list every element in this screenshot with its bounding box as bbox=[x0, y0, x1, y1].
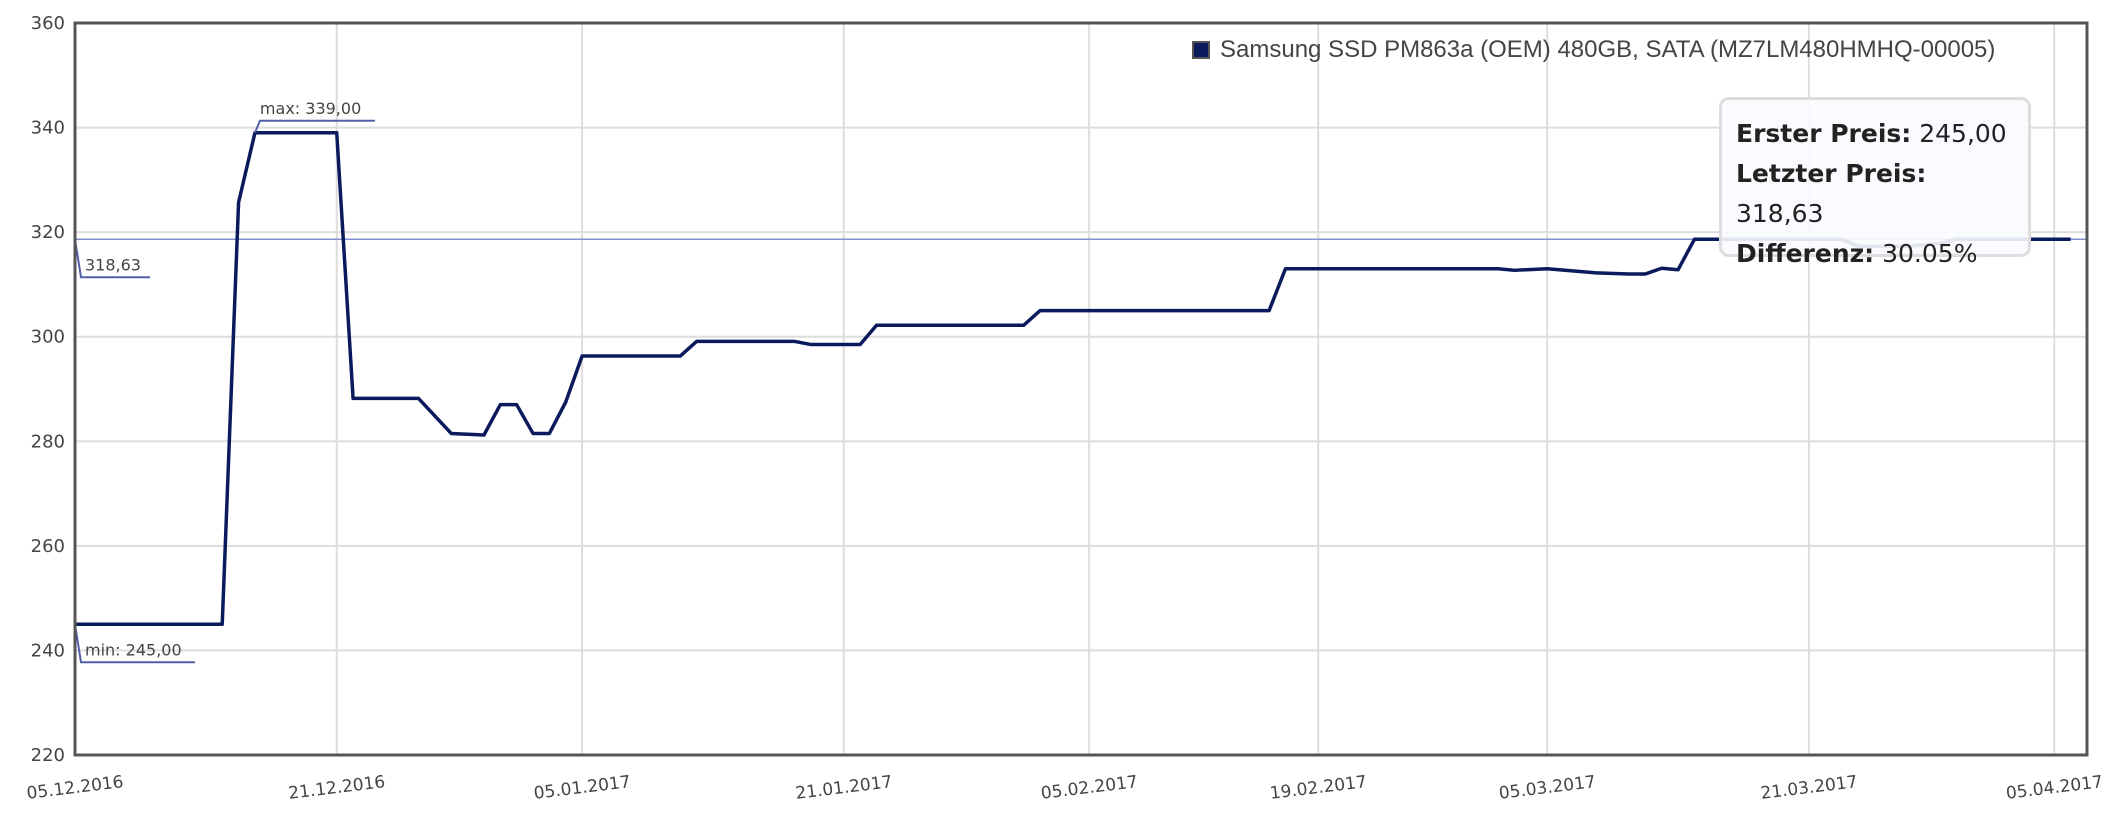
plot-frame bbox=[73, 21, 2089, 757]
x-tick-label: 05.12.2016 bbox=[26, 772, 125, 804]
y-tick-label: 240 bbox=[31, 640, 65, 661]
max-annotation-leader bbox=[254, 119, 375, 134]
last-price-row: Letzter Preis: 318,63 bbox=[1736, 154, 2014, 234]
y-tick-label: 320 bbox=[31, 222, 65, 243]
difference-row: Differenz: 30.05% bbox=[1736, 234, 2014, 274]
x-tick-label: 05.02.2017 bbox=[1040, 772, 1139, 804]
first-price-value: 245,00 bbox=[1919, 119, 2007, 148]
difference-value: 30.05% bbox=[1882, 239, 1978, 268]
x-tick-label: 05.01.2017 bbox=[533, 772, 632, 804]
price-summary-tooltip: Erster Preis: 245,00 Letzter Preis: 318,… bbox=[1719, 97, 2031, 268]
difference-label: Differenz: bbox=[1736, 239, 1875, 268]
x-tick-label: 21.03.2017 bbox=[1760, 772, 1859, 804]
first-price-row: Erster Preis: 245,00 bbox=[1736, 114, 2014, 154]
y-tick-label: 340 bbox=[31, 118, 65, 139]
y-tick-label: 360 bbox=[31, 13, 65, 34]
last-price-annotation: 318,63 bbox=[85, 255, 141, 274]
last-price-value: 318,63 bbox=[1736, 199, 1824, 228]
y-tick-label: 300 bbox=[31, 327, 65, 348]
legend-swatch-icon bbox=[1192, 41, 1210, 59]
x-tick-label: 19.02.2017 bbox=[1269, 772, 1368, 804]
y-tick-label: 220 bbox=[31, 745, 65, 766]
y-tick-label: 260 bbox=[31, 536, 65, 557]
min-annotation-leader bbox=[74, 624, 195, 664]
price-series-line bbox=[75, 131, 2071, 627]
legend-label: Samsung SSD PM863a (OEM) 480GB, SATA (MZ… bbox=[1220, 36, 1996, 63]
x-tick-label: 21.12.2016 bbox=[287, 772, 386, 804]
min-annotation: min: 245,00 bbox=[85, 640, 182, 659]
y-tick-label: 280 bbox=[31, 431, 65, 452]
x-tick-label: 05.03.2017 bbox=[1498, 772, 1597, 804]
last-price-annotation-leader bbox=[74, 239, 150, 279]
legend[interactable]: Samsung SSD PM863a (OEM) 480GB, SATA (MZ… bbox=[1192, 36, 1995, 64]
max-annotation: max: 339,00 bbox=[260, 99, 361, 118]
first-price-label: Erster Preis: bbox=[1736, 119, 1912, 148]
x-tick-label: 05.04.2017 bbox=[2005, 772, 2104, 804]
x-tick-label: 21.01.2017 bbox=[794, 772, 893, 804]
last-price-label: Letzter Preis: bbox=[1736, 159, 1927, 188]
